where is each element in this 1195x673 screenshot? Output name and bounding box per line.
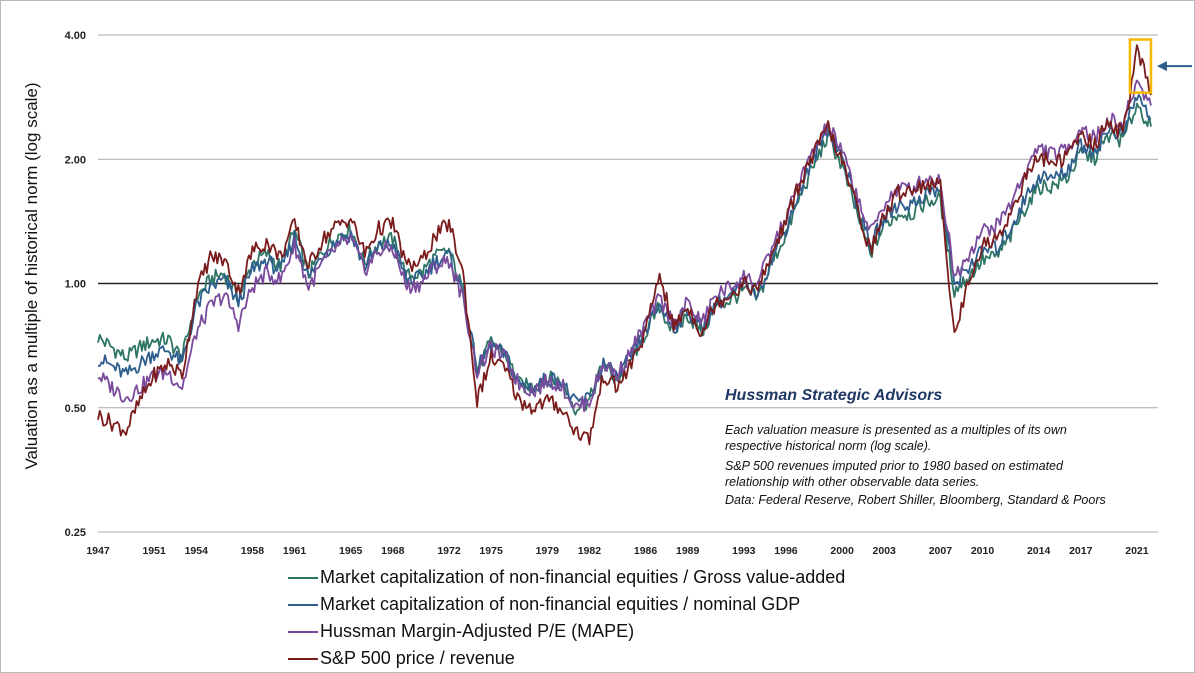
y-tick-label: 2.00 — [65, 154, 86, 166]
series-line — [97, 44, 1152, 446]
legend: Market capitalization of non-financial e… — [288, 564, 845, 672]
x-tick-label: 1989 — [676, 545, 700, 557]
x-tick-label: 2017 — [1069, 545, 1093, 557]
y-axis-label: Valuation as a multiple of historical no… — [22, 82, 41, 469]
x-tick-label: 1972 — [437, 545, 461, 557]
legend-swatch — [288, 576, 318, 579]
x-tick-label: 2010 — [971, 545, 995, 557]
note-line: respective historical norm (log scale). — [725, 439, 931, 453]
legend-item: S&P 500 price / revenue — [288, 645, 845, 672]
legend-swatch — [288, 630, 318, 633]
y-tick-label: 4.00 — [65, 30, 86, 42]
x-tick-label: 2003 — [873, 545, 897, 557]
y-tick-label: 1.00 — [65, 279, 86, 291]
legend-item: Hussman Margin-Adjusted P/E (MAPE) — [288, 618, 845, 645]
x-tick-label: 2000 — [830, 545, 854, 557]
series-line — [97, 94, 1152, 404]
x-tick-label: 1968 — [381, 545, 405, 557]
arrow-icon — [1156, 61, 1192, 72]
chart-canvas: 4.00 2.00 1.00 0.50 0.25 1947 1951 1954 1958 196… — [22, 30, 1192, 557]
legend-swatch — [288, 603, 318, 606]
note-line: Each valuation measure is presented as a… — [725, 423, 1067, 437]
x-tick-label: 1996 — [774, 545, 798, 557]
gridlines — [98, 34, 1158, 533]
x-tick-label: 1961 — [283, 545, 307, 557]
note-line: S&P 500 revenues imputed prior to 1980 b… — [725, 459, 1064, 473]
x-tick-label: 1979 — [536, 545, 560, 557]
x-tick-label: 1975 — [479, 545, 503, 557]
note-line: Data: Federal Reserve, Robert Shiller, B… — [725, 493, 1106, 507]
legend-item: Market capitalization of non-financial e… — [288, 564, 845, 591]
series-lines — [97, 44, 1152, 446]
x-tick-label: 2021 — [1125, 545, 1149, 557]
legend-label: S&P 500 price / revenue — [320, 648, 515, 668]
x-axis-ticks: 1947 1951 1954 1958 1961 1965 1968 1972 1975 1979… — [86, 545, 1148, 557]
x-tick-label: 1954 — [185, 545, 209, 557]
brand-label: Hussman Strategic Advisors — [725, 387, 942, 404]
x-tick-label: 1951 — [142, 545, 166, 557]
note-block: Each valuation measure is presented as a… — [725, 423, 1106, 507]
highlight-box — [1128, 38, 1153, 94]
x-tick-label: 1958 — [241, 545, 265, 557]
x-tick-label: 1965 — [339, 545, 363, 557]
x-tick-label: 1986 — [634, 545, 658, 557]
highlight-rect — [1128, 38, 1153, 94]
note-line: relationship with other observable data … — [725, 475, 979, 489]
x-tick-label: 2014 — [1027, 545, 1051, 557]
x-tick-label: 1993 — [732, 545, 756, 557]
x-tick-label: 1982 — [578, 545, 602, 557]
legend-label: Market capitalization of non-financial e… — [320, 567, 846, 587]
legend-label: Hussman Margin-Adjusted P/E (MAPE) — [320, 621, 635, 641]
legend-swatch — [288, 657, 318, 660]
x-tick-label: 1947 — [86, 545, 110, 557]
series-line — [97, 79, 1152, 413]
x-tick-label: 2007 — [929, 545, 953, 557]
y-tick-label: 0.50 — [65, 403, 86, 415]
y-axis-ticks: 4.00 2.00 1.00 0.50 0.25 — [65, 30, 86, 539]
y-tick-label: 0.25 — [65, 527, 86, 539]
legend-item: Market capitalization of non-financial e… — [288, 591, 845, 618]
legend-label: Market capitalization of non-financial e… — [320, 594, 801, 614]
